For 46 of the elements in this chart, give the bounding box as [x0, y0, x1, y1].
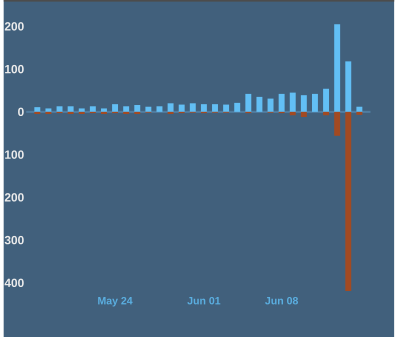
bar	[312, 94, 318, 112]
bar	[78, 108, 85, 112]
bar	[245, 94, 252, 112]
bar	[334, 24, 340, 112]
y-tick-label: 100	[5, 150, 24, 159]
bar	[300, 95, 307, 112]
bar	[178, 104, 185, 112]
bar	[200, 104, 207, 112]
y-tick-label: 300	[4, 236, 24, 244]
bar	[256, 96, 262, 112]
bar	[156, 106, 162, 112]
bar	[168, 103, 174, 112]
bar	[123, 106, 130, 112]
y-tick-label: 200	[4, 22, 24, 30]
x-tick-label: May 24	[98, 296, 133, 306]
y-tick-label: 0	[18, 108, 24, 116]
bar	[234, 102, 240, 112]
bar	[100, 108, 107, 112]
y-tick-label: 200	[4, 193, 24, 202]
bar	[278, 94, 285, 112]
x-tick-label: Jun 08	[265, 296, 298, 304]
bar	[356, 112, 362, 115]
bar	[90, 106, 96, 112]
bar	[212, 104, 218, 112]
bar	[345, 61, 352, 112]
bar	[356, 106, 362, 112]
bar	[134, 104, 140, 112]
bar	[68, 106, 74, 112]
bar	[290, 112, 296, 116]
y-tick-label: 400	[4, 278, 24, 287]
x-tick-label: Jun 01	[187, 296, 220, 304]
bar	[223, 104, 230, 112]
bar	[145, 106, 152, 112]
y-tick-label: 100	[5, 64, 24, 74]
bar	[323, 112, 330, 116]
bar	[45, 108, 52, 112]
bar	[323, 88, 330, 112]
bar	[345, 112, 352, 291]
bar	[334, 112, 340, 136]
bar	[112, 104, 118, 112]
bar	[290, 92, 296, 112]
bar	[56, 106, 62, 112]
bar	[300, 112, 307, 117]
bar	[34, 107, 40, 112]
bar	[190, 103, 196, 112]
bar	[268, 98, 274, 112]
